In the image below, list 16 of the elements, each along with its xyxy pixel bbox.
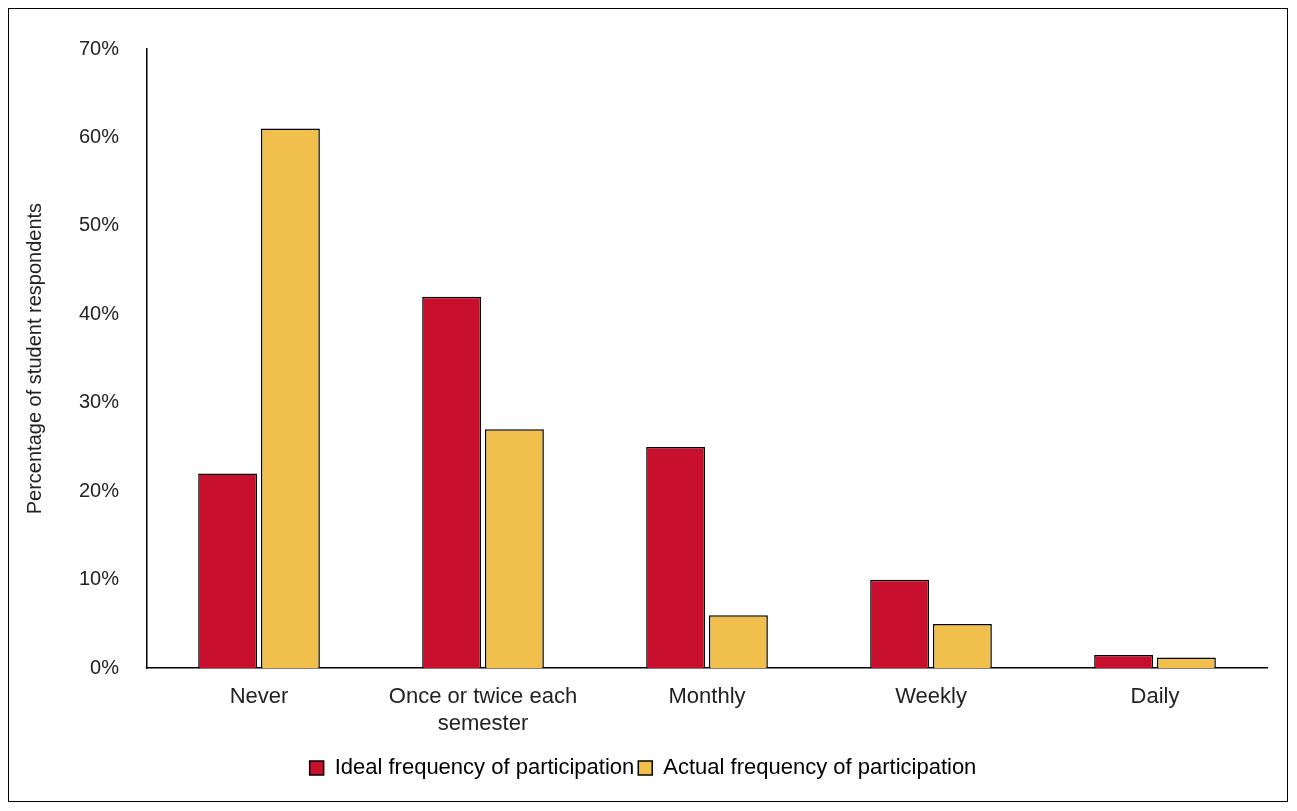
x-tick-label: Never: [229, 683, 289, 709]
y-axis-title: Percentage of student respondents: [22, 202, 45, 515]
y-tick-label: 50%: [79, 213, 120, 236]
y-tick-label: 30%: [79, 390, 120, 413]
x-tick-label: Monthly: [668, 683, 746, 709]
y-tick-label: 70%: [79, 36, 120, 59]
y-tick-label: 0%: [90, 655, 120, 678]
legend-label: Actual frequency of participation: [663, 754, 977, 780]
legend-label: Ideal frequency of participation: [334, 754, 635, 780]
y-tick-label: 60%: [79, 124, 120, 147]
x-tick-label: Weekly: [895, 683, 967, 709]
x-tick-label: Once or twice each semester: [388, 683, 578, 735]
y-tick-label: 20%: [79, 478, 120, 501]
y-tick-label: 40%: [79, 301, 120, 324]
y-tick-label: 10%: [79, 567, 120, 590]
x-tick-label: Daily: [1130, 683, 1180, 709]
